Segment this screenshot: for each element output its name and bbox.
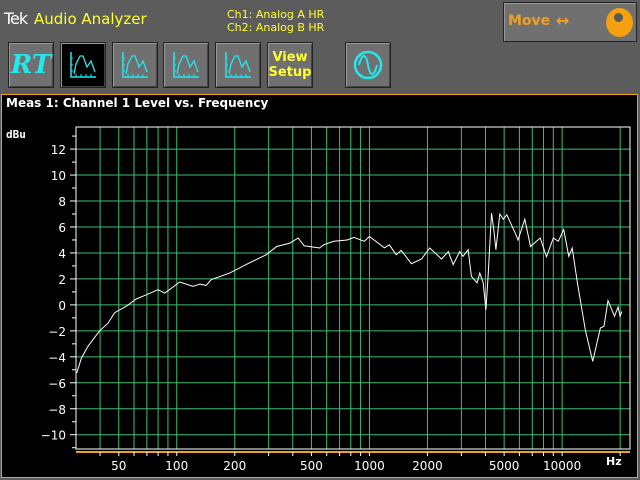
- realtime-button[interactable]: RT: [8, 42, 54, 88]
- measurement-4-button[interactable]: [215, 42, 261, 88]
- knob-icon: [606, 8, 633, 37]
- plot-frame: [75, 126, 631, 450]
- x-tick-label: 200: [223, 459, 246, 473]
- left-right-arrow-icon: ↔: [556, 11, 570, 30]
- y-axis-label: dBu: [6, 128, 26, 141]
- y-tick-label: −6: [48, 377, 66, 391]
- x-tick-label: 100: [165, 459, 188, 473]
- generator-button[interactable]: [345, 42, 391, 88]
- view-setup-button[interactable]: View Setup: [267, 42, 313, 88]
- x-tick-label: 50: [111, 459, 126, 473]
- x-tick-label: 500: [300, 459, 323, 473]
- y-tick-label: 8: [58, 195, 66, 209]
- move-button[interactable]: Move ↔: [503, 2, 637, 42]
- brand-logo: Tek: [4, 9, 28, 28]
- graph-icon: [70, 52, 96, 78]
- measurement-1-button[interactable]: [60, 42, 106, 88]
- y-tick-label: 2: [58, 273, 66, 287]
- measurement-3-button[interactable]: [163, 42, 209, 88]
- measurement-2-button[interactable]: [112, 42, 158, 88]
- y-tick-label: 6: [58, 221, 66, 235]
- channel-2-label: Ch2: Analog B HR: [227, 21, 325, 34]
- y-tick-label: −10: [41, 429, 66, 443]
- y-tick-label: 4: [58, 247, 66, 261]
- channel-1-label: Ch1: Analog A HR: [227, 8, 325, 21]
- graph-icon: [225, 52, 251, 78]
- x-tick-label: 2000: [412, 459, 443, 473]
- x-axis-label: Hz: [606, 455, 622, 468]
- realtime-icon: RT: [10, 50, 52, 80]
- y-tick-label: −4: [48, 351, 66, 365]
- y-tick-label: 10: [51, 169, 66, 183]
- view-setup-label-2: Setup: [268, 65, 312, 80]
- y-tick-label: 0: [58, 299, 66, 313]
- view-setup-label-1: View: [272, 50, 308, 65]
- graph-icon: [122, 52, 148, 78]
- measurement-title: Meas 1: Channel 1 Level vs. Frequency: [6, 96, 269, 110]
- y-tick-label: −8: [48, 403, 66, 417]
- x-tick-label: 10000: [543, 459, 581, 473]
- channel-1-trace: [76, 212, 623, 374]
- x-tick-label: 1000: [354, 459, 385, 473]
- sine-wave-icon: [353, 50, 383, 80]
- move-label: Move: [508, 13, 551, 29]
- y-tick-label: 12: [51, 143, 66, 157]
- graph-icon: [173, 52, 199, 78]
- app-title: Audio Analyzer: [34, 10, 147, 28]
- x-tick-label: 5000: [489, 459, 520, 473]
- y-tick-label: −2: [48, 325, 66, 339]
